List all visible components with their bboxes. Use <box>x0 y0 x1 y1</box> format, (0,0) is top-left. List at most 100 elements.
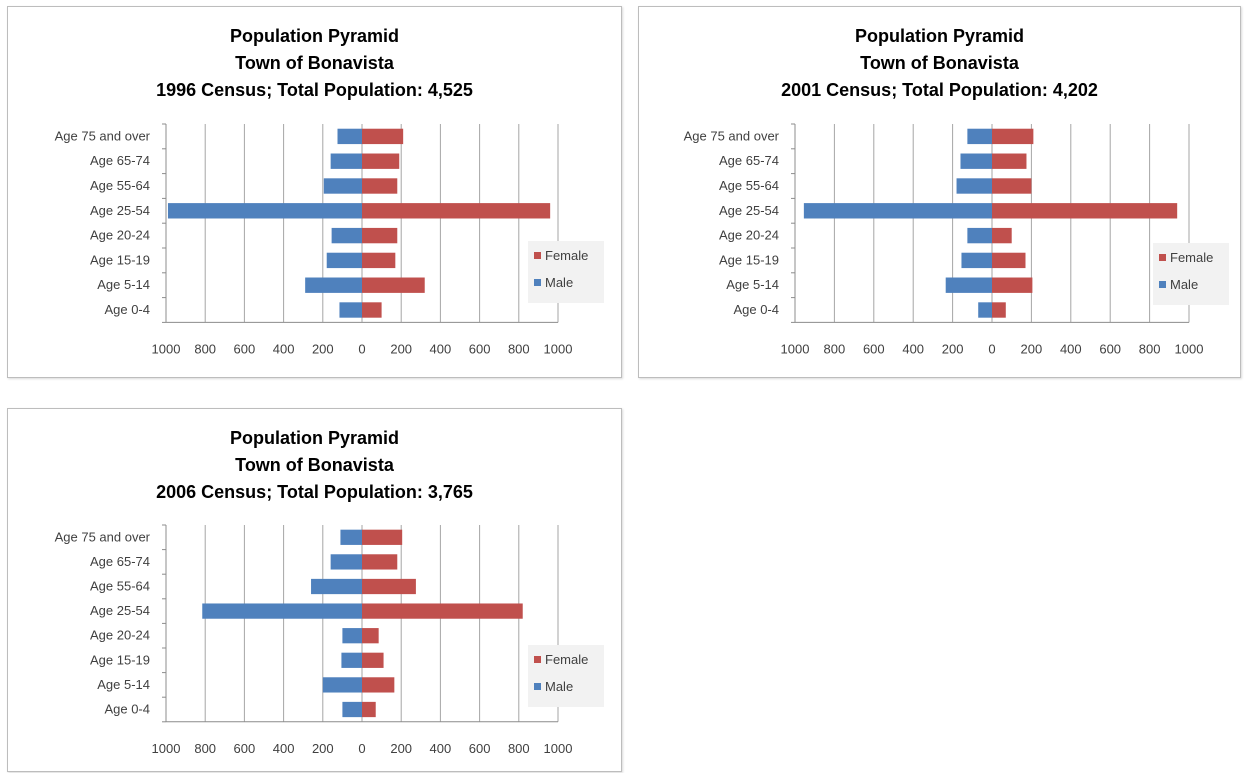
legend-swatch-male <box>1159 281 1166 288</box>
bar-female <box>362 677 395 693</box>
x-tick-label: 600 <box>234 341 256 356</box>
category-label: Age 25-54 <box>90 603 150 618</box>
chart-panel-1996: Population Pyramid Town of Bonavista 199… <box>7 6 622 378</box>
bar-male <box>341 652 362 668</box>
bar-male <box>202 603 362 619</box>
bar-female <box>362 578 416 595</box>
bar-male <box>961 252 992 269</box>
bar-male <box>339 302 362 318</box>
legend-label-female: Female <box>545 248 588 263</box>
category-label: Age 0-4 <box>104 302 150 317</box>
category-label: Age 0-4 <box>104 702 150 717</box>
legend-box <box>528 241 604 303</box>
bar-male <box>342 701 362 718</box>
category-label: Age 0-4 <box>733 302 779 317</box>
x-tick-label: 600 <box>469 341 491 356</box>
x-tick-label: 200 <box>312 341 334 356</box>
x-tick-label: 1000 <box>544 741 573 756</box>
bar-female <box>362 652 384 668</box>
bar-male <box>960 153 992 169</box>
bar-female <box>362 554 398 570</box>
x-tick-label: 200 <box>390 341 412 356</box>
bar-female <box>362 153 400 169</box>
legend: Female Male <box>528 241 604 303</box>
x-tick-label: 600 <box>863 341 885 356</box>
category-label: Age 75 and over <box>684 128 780 143</box>
x-tick-label: 1000 <box>152 341 181 356</box>
category-label: Age 20-24 <box>90 628 150 643</box>
legend-label-male: Male <box>1170 277 1198 292</box>
x-tick-label: 400 <box>1060 341 1082 356</box>
chart-panel-2006: Population Pyramid Town of Bonavista 200… <box>7 408 622 772</box>
x-tick-label: 400 <box>430 341 452 356</box>
x-tick-label: 600 <box>469 741 491 756</box>
legend-box <box>528 645 604 707</box>
chart-title-line-2: Town of Bonavista <box>235 53 394 73</box>
bar-male <box>323 178 362 194</box>
category-label: Age 75 and over <box>55 529 151 544</box>
x-tick-label: 400 <box>902 341 924 356</box>
x-tick-label: 200 <box>390 741 412 756</box>
bar-male <box>167 203 362 219</box>
category-label: Age 5-14 <box>97 277 150 292</box>
chart-title-line-2: Town of Bonavista <box>860 53 1019 73</box>
x-tick-label: 800 <box>194 341 216 356</box>
category-label: Age 20-24 <box>719 228 779 243</box>
bar-male <box>956 178 992 194</box>
legend-label-female: Female <box>545 652 588 667</box>
category-label: Age 20-24 <box>90 228 150 243</box>
bar-female <box>362 203 551 219</box>
x-tick-label: 1000 <box>152 741 181 756</box>
bar-male <box>340 529 362 545</box>
bar-male <box>967 128 992 145</box>
category-label: Age 5-14 <box>726 277 779 292</box>
pyramid-plot: Age 75 and over Age 65-74 Age 55-64 Age 25-… <box>55 524 604 756</box>
category-label: Age 15-19 <box>90 652 150 667</box>
x-tick-label: 200 <box>942 341 964 356</box>
bar-female <box>992 227 1012 244</box>
x-tick-label: 1000 <box>1175 341 1204 356</box>
chart-title: Population Pyramid Town of Bonavista 199… <box>8 23 621 104</box>
bar-male <box>945 277 992 293</box>
chart-title-line-1: Population Pyramid <box>229 428 400 448</box>
category-label: Age 25-54 <box>719 203 779 218</box>
chart-title-line-3: 2006 Census; Total Population: 3,765 <box>156 482 473 502</box>
x-tick-label: 200 <box>1021 341 1043 356</box>
legend-swatch-female <box>534 252 541 259</box>
x-tick-label: 0 <box>358 741 365 756</box>
legend-label-male: Male <box>545 679 573 694</box>
legend-label-male: Male <box>545 275 573 290</box>
bar-female <box>362 628 379 644</box>
x-tick-label: 400 <box>273 741 295 756</box>
bar-female <box>992 252 1026 269</box>
chart-title-line-3: 1996 Census; Total Population: 4,525 <box>156 80 473 100</box>
x-tick-label: 1000 <box>544 341 573 356</box>
legend-swatch-female <box>1159 254 1166 261</box>
category-label: Age 65-74 <box>90 153 150 168</box>
bar-female <box>362 178 398 194</box>
chart-title: Population Pyramid Town of Bonavista 200… <box>639 23 1240 104</box>
bar-male <box>967 227 992 244</box>
bar-male <box>326 252 362 269</box>
bar-male <box>803 203 992 219</box>
bar-female <box>992 203 1178 219</box>
category-label: Age 55-64 <box>90 178 150 193</box>
category-label: Age 5-14 <box>97 677 150 692</box>
chart-title-line-2: Town of Bonavista <box>235 455 394 475</box>
x-tick-label: 800 <box>824 341 846 356</box>
chart-panel-2001: Population Pyramid Town of Bonavista 200… <box>638 6 1241 378</box>
bar-male <box>342 628 362 644</box>
bar-female <box>362 302 382 318</box>
bar-male <box>978 302 992 318</box>
chart-title-line-3: 2001 Census; Total Population: 4,202 <box>781 80 1098 100</box>
x-tick-label: 800 <box>508 341 530 356</box>
category-label: Age 55-64 <box>719 178 779 193</box>
bar-male <box>311 578 362 595</box>
legend-swatch-female <box>534 656 541 663</box>
legend: Female Male <box>1153 243 1229 305</box>
x-tick-label: 800 <box>508 741 530 756</box>
x-tick-label: 1000 <box>781 341 810 356</box>
legend: Female Male <box>528 645 604 707</box>
category-label: Age 65-74 <box>719 153 779 168</box>
chart-title: Population Pyramid Town of Bonavista 200… <box>8 425 621 506</box>
